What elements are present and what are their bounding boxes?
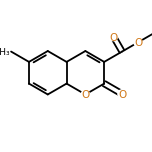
Circle shape bbox=[134, 38, 142, 47]
Circle shape bbox=[118, 90, 126, 98]
Text: O: O bbox=[118, 90, 126, 100]
Text: O: O bbox=[109, 33, 117, 43]
Text: O: O bbox=[81, 90, 90, 100]
Text: CH₃: CH₃ bbox=[0, 48, 10, 57]
Circle shape bbox=[81, 90, 90, 99]
Text: O: O bbox=[134, 38, 142, 48]
Circle shape bbox=[109, 32, 117, 41]
